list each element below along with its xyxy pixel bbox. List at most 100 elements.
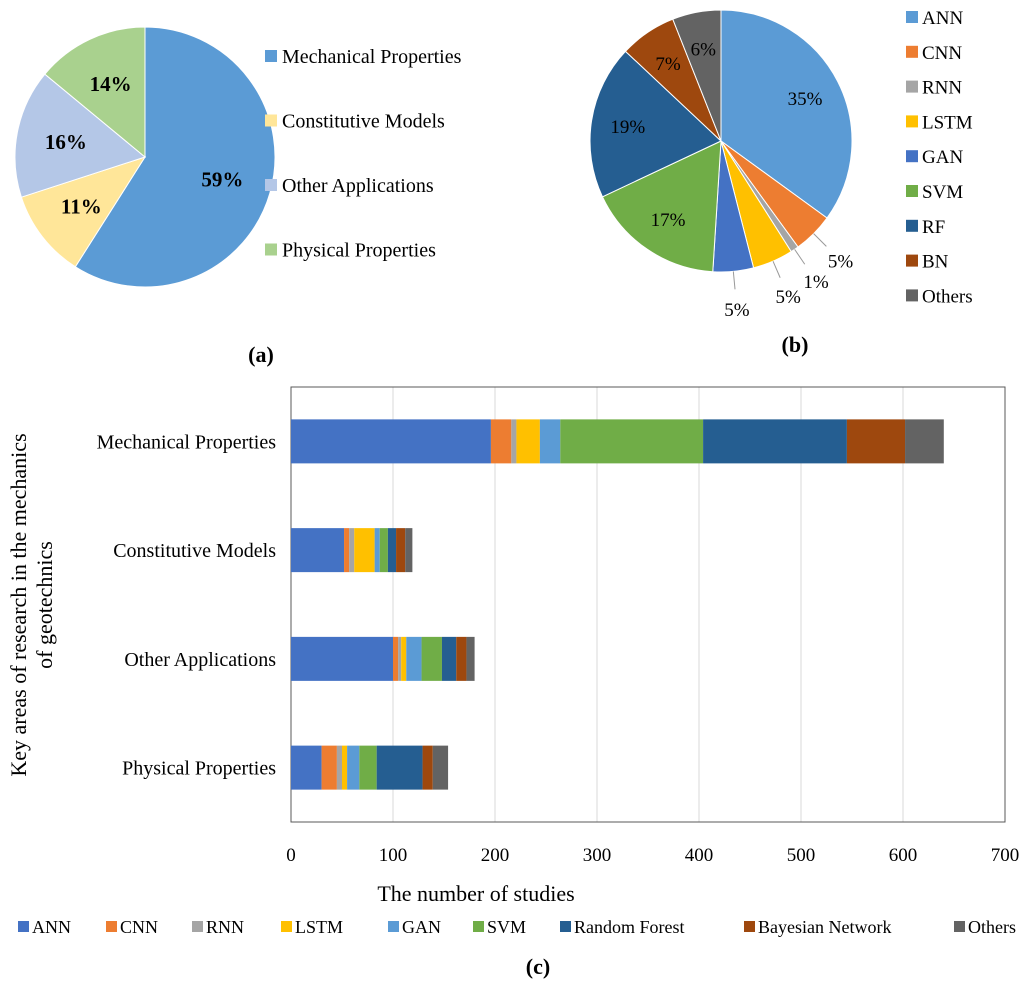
pie-chart-a: 59% 11% 16% 14% [14,26,276,288]
data-label-physical-properties: 14% [90,72,132,96]
y-tick-label-physical-properties: Physical Properties [122,758,276,780]
bar-constitutive-models-random-forest [387,528,397,573]
x-tick-label: 700 [991,845,1020,866]
bar-mechanical-properties-lstm [516,419,540,464]
pie-slice-svm [601,140,722,273]
legend-label-cnn: CNN [922,43,962,64]
legend-label-lstm: LSTM [922,112,973,133]
bar-other-applications-gan [406,636,422,681]
legend-label-mechanical-properties: Mechanical Properties [282,46,462,68]
legend-label-gan: GAN [922,147,963,168]
y-tick-label-other-applications: Other Applications [124,649,276,671]
legend-label-others: Others [922,286,973,307]
y-tick-label-constitutive-models: Constitutive Models [113,540,276,562]
bar-mechanical-properties-others [905,419,944,464]
x-tick-label: 200 [481,845,510,866]
leader-line-cnn [813,233,827,247]
bar-physical-properties-rnn [336,745,342,790]
data-label-rnn: 1% [803,272,829,293]
plot-area [290,386,1006,823]
legend-swatch-gan [906,150,918,163]
legend-swatch-bayesian-network [744,921,755,932]
legend-swatch-rnn [192,921,203,932]
legend-label-constitutive-models: Constitutive Models [282,111,445,133]
legend-swatch-physical-properties [265,243,277,256]
bar-physical-properties-cnn [321,745,337,790]
bar-constitutive-models-bayesian-network [396,528,406,573]
pie-slice-physical-properties [44,26,146,159]
bar-other-applications-others [466,636,475,681]
legend-label-ann: ANN [922,8,963,29]
legend-swatch-svm [473,921,484,932]
bar-physical-properties-lstm [342,745,348,790]
bar-chart-c: 0 100 200 300 400 500 600 700 Mechanical Propert… [6,386,1020,866]
x-tick-label: 500 [787,845,816,866]
leader-line-rnn [794,249,806,265]
bar-other-applications-ann [291,636,393,681]
data-label-constitutive-models: 11% [61,194,102,218]
legend-swatch-lstm [906,115,918,128]
bar-mechanical-properties-ann [291,419,491,464]
x-tick-label: 600 [889,845,918,866]
pie-slice-other-applications [14,73,147,198]
x-axis-title: The number of studies [377,881,574,906]
pie-slice-mechanical-properties [74,26,276,288]
bar-constitutive-models-cnn [344,528,350,573]
bar-mechanical-properties-random-forest [703,419,847,464]
data-label-svm: 17% [651,210,686,231]
leader-line-lstm [772,261,781,278]
bar-mechanical-properties-gan [539,419,561,464]
x-tick-label: 400 [685,845,714,866]
data-label-other-applications: 16% [45,130,87,154]
data-label-ann: 35% [788,89,823,110]
bar-physical-properties-others [432,745,449,790]
x-tick-label: 300 [583,845,612,866]
bar-mechanical-properties-svm [560,419,704,464]
bar-other-applications-svm [421,636,442,681]
bar-constitutive-models-gan [374,528,380,573]
bar-other-applications-bayesian-network [456,636,467,681]
pie-slice-others [672,9,722,142]
legend-swatch-others [954,921,965,932]
data-label-cnn: 5% [828,252,854,273]
legend-swatch-ann [18,921,29,932]
pie-slice-ann [720,9,853,219]
legend-label-random-forest: Random Forest [574,917,685,937]
pie-chart-b: 35%5%1%5%5%17%19%7%6% [589,9,854,321]
legend-label-other-applications: Other Applications [282,175,434,197]
legend-swatch-other-applications [265,179,277,191]
bar-constitutive-models-svm [379,528,388,573]
legend-swatch-mechanical-properties [265,50,277,62]
bar-mechanical-properties-cnn [490,419,512,464]
data-label-lstm: 5% [775,287,801,308]
pie-slice-rf [589,50,722,198]
bar-physical-properties-bayesian-network [422,745,433,790]
panel-label-c: (c) [526,954,550,979]
legend-label-rnn: RNN [206,917,244,937]
panel-label-a: (a) [248,342,274,367]
data-label-rf: 19% [610,117,645,138]
panel-label-b: (b) [782,332,809,357]
y-axis-title: Key areas of research in the mechanicsof… [6,433,57,776]
legend-swatch-rf [906,219,918,232]
legend-label-bn: BN [922,252,949,273]
legend-swatch-lstm [281,921,292,932]
legend-label-lstm: LSTM [295,917,343,937]
bar-other-applications-cnn [393,636,399,681]
bar-physical-properties-svm [359,745,377,790]
legend-label-svm: SVM [922,182,963,203]
bar-mechanical-properties-bayesian-network [846,419,906,464]
bar-physical-properties-gan [347,745,360,790]
data-label-others: 6% [691,39,717,60]
x-tick-label: 0 [286,845,296,866]
legend-a: Mechanical Properties Constitutive Models… [265,46,462,262]
legend-swatch-svm [906,185,918,197]
legend-label-cnn: CNN [120,917,158,937]
bar-other-applications-lstm [401,636,407,681]
legend-label-physical-properties: Physical Properties [282,240,436,262]
data-label-gan: 5% [724,300,750,321]
legend-b: ANN CNN RNN LSTM GAN SVM RF BN Others [906,8,973,307]
legend-label-others: Others [968,917,1016,937]
x-tick-label: 100 [379,845,408,866]
legend-swatch-gan [388,921,399,932]
